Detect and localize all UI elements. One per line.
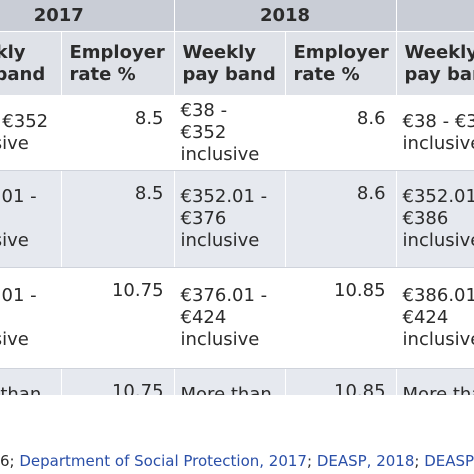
pay-band-cell: More than €424 bbox=[174, 368, 286, 395]
pay-band-cell: €352.01 - €376 inclusive bbox=[0, 170, 62, 268]
rate-cell: 10.75 bbox=[61, 267, 175, 369]
pay-band-cell: €386.01 - €424 inclusive bbox=[396, 267, 474, 369]
col-header-employer-rate-2017: Employer rate % bbox=[61, 31, 175, 96]
year-header-2019 bbox=[396, 0, 474, 32]
year-header-row: 2017 2018 bbox=[0, 0, 474, 32]
col-header-weekly-pay-band-2018: Weekly pay band bbox=[174, 31, 286, 96]
citation-link-dsp-2017[interactable]: Department of Social Protection, 2017 bbox=[19, 452, 307, 470]
source-citation: 6; Department of Social Protection, 2017… bbox=[0, 452, 474, 470]
col-header-weekly-pay-band-2017: Weekly pay band bbox=[0, 31, 62, 96]
pay-band-cell: €376.01 - €424 inclusive bbox=[0, 267, 62, 369]
rate-cell: 10.85 bbox=[285, 368, 397, 395]
rate-cell: 10.85 bbox=[285, 267, 397, 369]
citation-link-deasp-2018[interactable]: DEASP, 2018 bbox=[316, 452, 415, 470]
rate-cell: 8.6 bbox=[285, 170, 397, 268]
citation-separator: ; bbox=[306, 452, 317, 470]
pay-band-cell: €38 - €352 inclusive bbox=[0, 95, 62, 171]
rate-cell: 8.5 bbox=[61, 95, 175, 171]
pay-band-cell: €352.01 - €376 inclusive bbox=[174, 170, 286, 268]
rate-cell: 10.75 bbox=[61, 368, 175, 395]
citation-prefix: 6; bbox=[0, 452, 20, 470]
pay-band-cell: More than €424 bbox=[0, 368, 62, 395]
table-row: €352.01 - €376 inclusive 8.5 €352.01 - €… bbox=[0, 170, 474, 268]
pay-band-cell: €352.01 - €386 inclusive bbox=[396, 170, 474, 268]
pay-band-cell: €376.01 - €424 inclusive bbox=[174, 267, 286, 369]
col-header-weekly-pay-band-2019: Weekly pay band bbox=[396, 31, 474, 96]
rate-cell: 8.6 bbox=[285, 95, 397, 171]
prsi-table-container: 2017 2018 Weekly pay band Employer rate … bbox=[0, 0, 474, 395]
pay-band-cell: More than €424 bbox=[396, 368, 474, 395]
citation-link-deasp-2019[interactable]: DEASP, 2019 bbox=[424, 452, 474, 470]
table-row: €376.01 - €424 inclusive 10.75 €376.01 -… bbox=[0, 267, 474, 369]
pay-band-cell: €38 - €352 inclusive bbox=[396, 95, 474, 171]
col-header-employer-rate-2018: Employer rate % bbox=[285, 31, 397, 96]
column-header-row: Weekly pay band Employer rate % Weekly p… bbox=[0, 31, 474, 96]
year-header-2017: 2017 bbox=[0, 0, 175, 32]
rate-cell: 8.5 bbox=[61, 170, 175, 268]
citation-separator: ; bbox=[414, 452, 425, 470]
table-row: €38 - €352 inclusive 8.5 €38 - €352 incl… bbox=[0, 95, 474, 171]
table-row: More than €424 10.75 More than €424 10.8… bbox=[0, 368, 474, 395]
employer-prsi-rates-table: 2017 2018 Weekly pay band Employer rate … bbox=[0, 0, 474, 395]
pay-band-cell: €38 - €352 inclusive bbox=[174, 95, 286, 171]
year-header-2018: 2018 bbox=[174, 0, 397, 32]
